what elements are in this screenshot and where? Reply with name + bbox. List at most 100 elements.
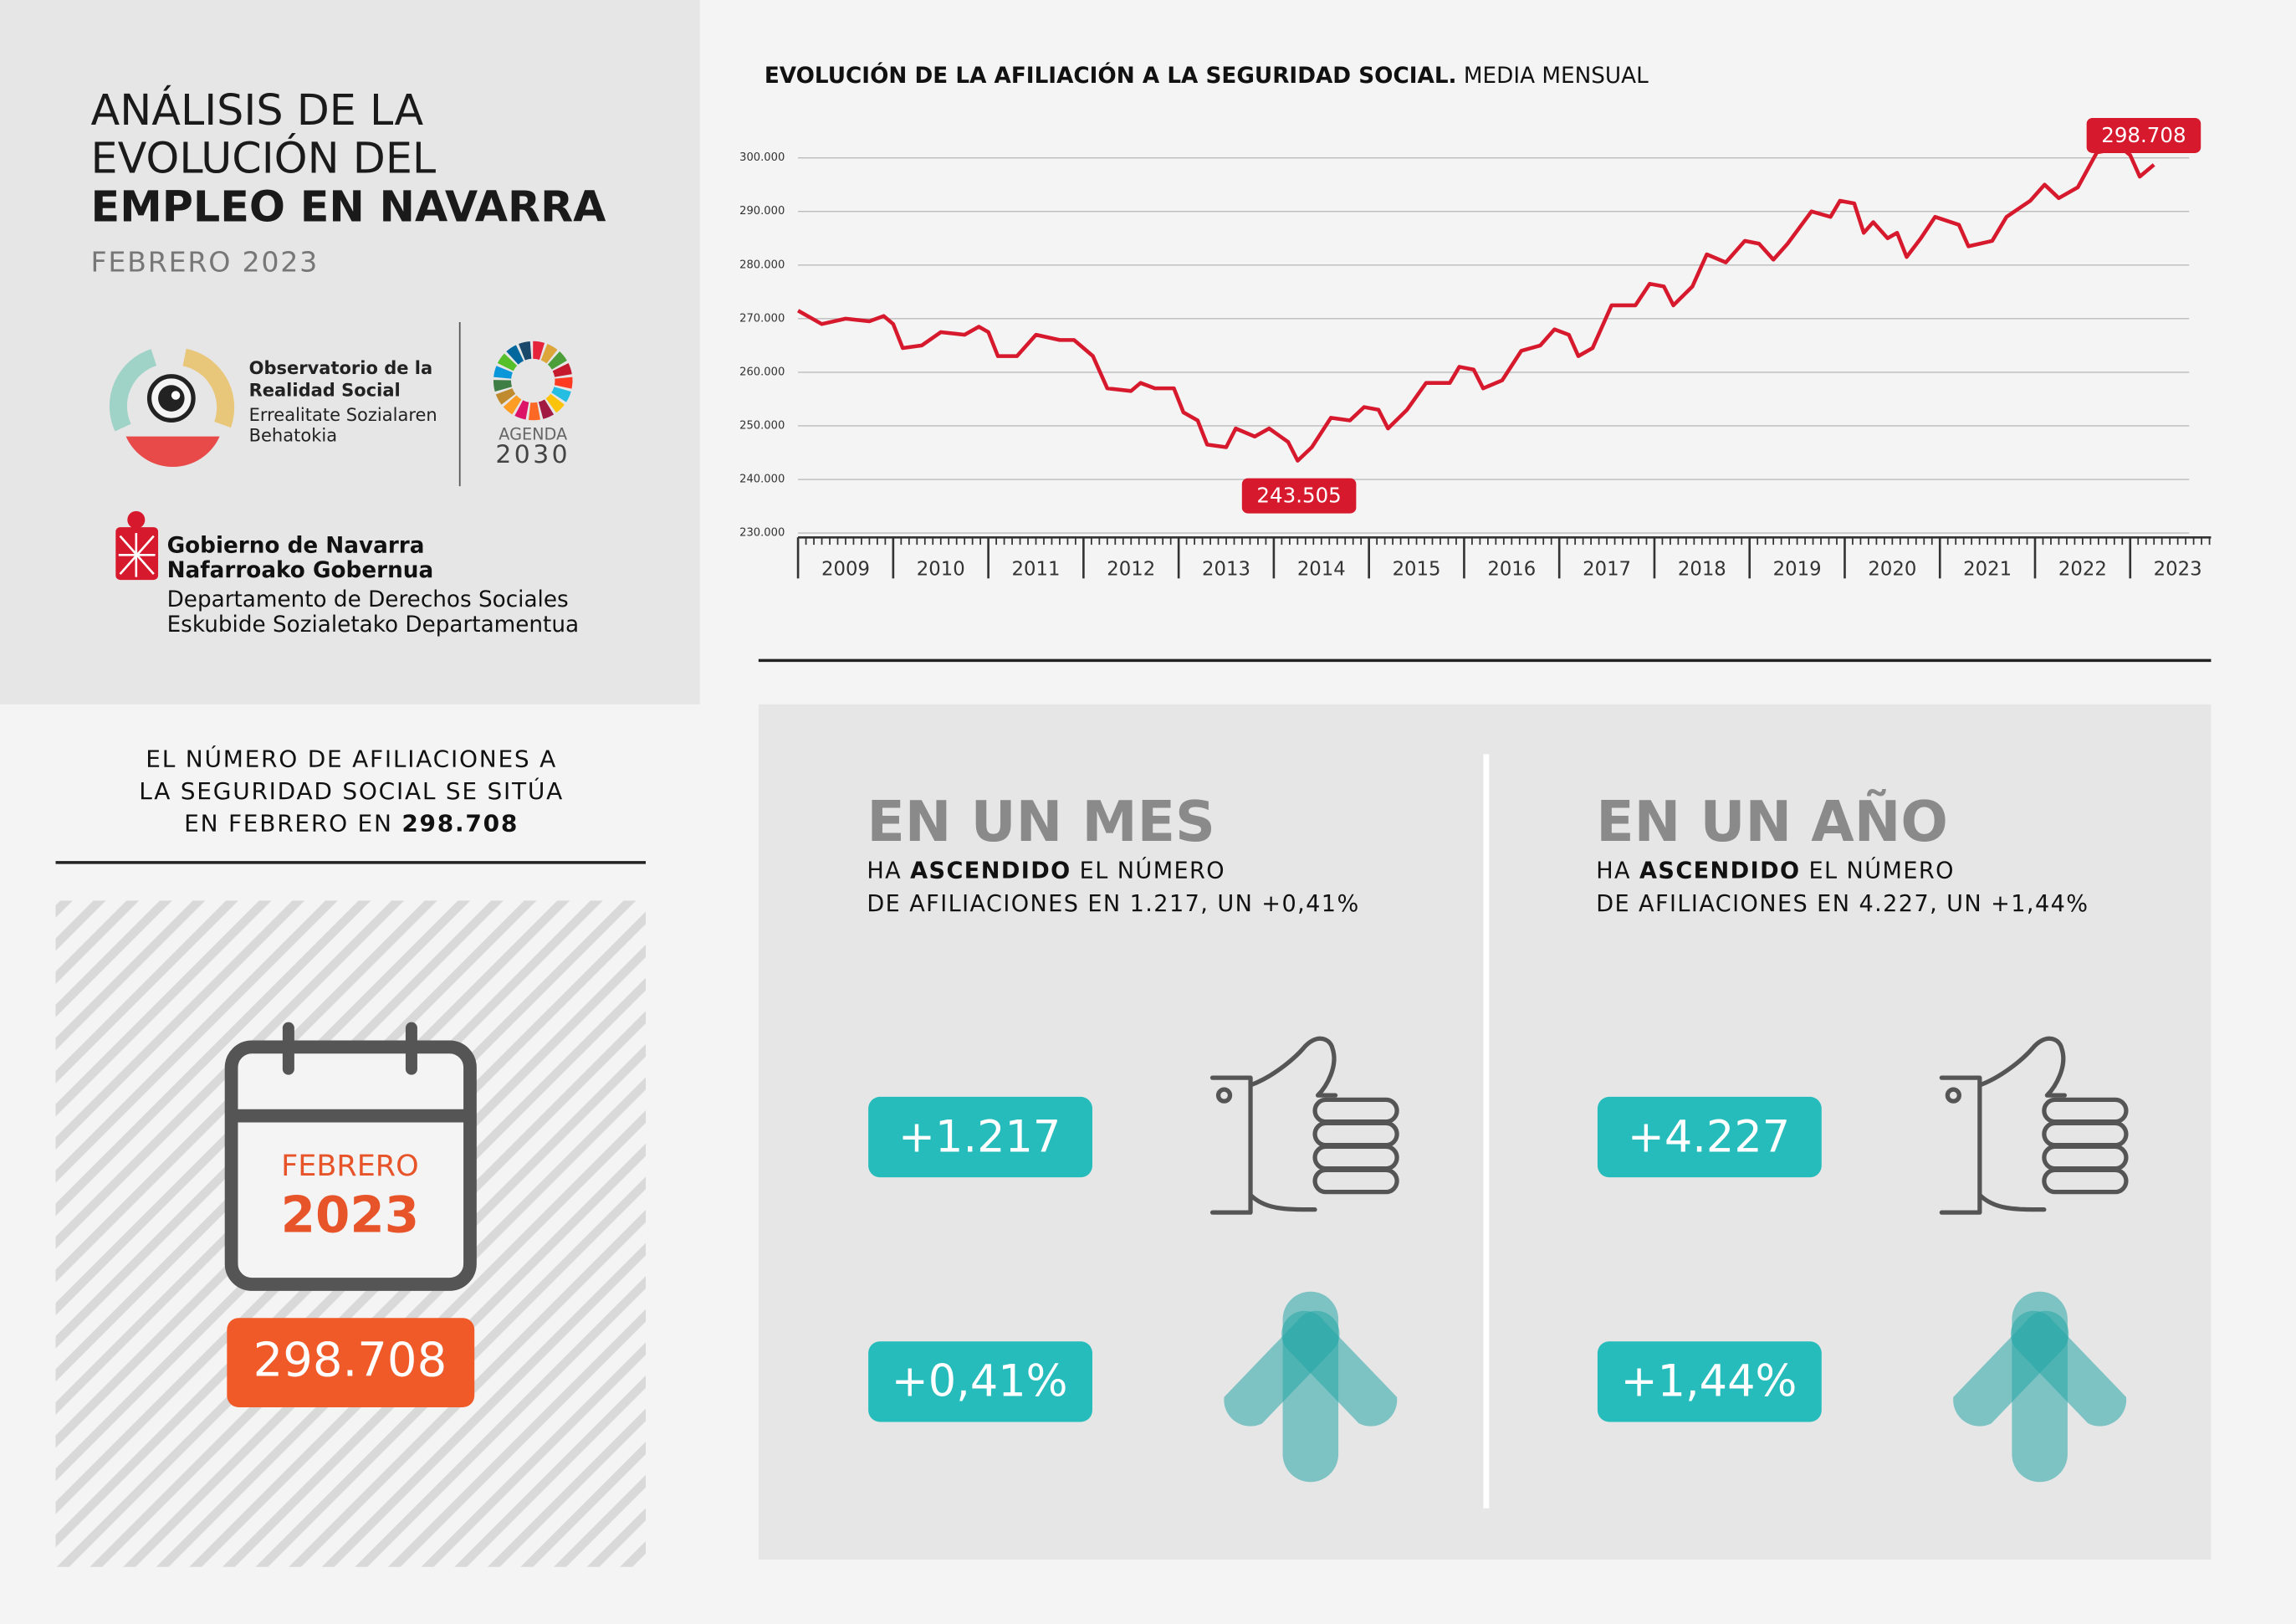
subtitle: FEBRERO 2023 — [91, 246, 320, 279]
series-line — [796, 145, 2155, 463]
x-tick-label: 2010 — [917, 558, 965, 580]
summary-line: LA SEGURIDAD SOCIAL SE SITÚA — [139, 776, 564, 805]
summary-line: EN FEBRERO EN 298.708 — [184, 809, 519, 837]
arrow-head — [1281, 1310, 1398, 1427]
logo-text: Gobierno de Navarra — [167, 533, 425, 558]
logo-text: Realidad Social — [249, 380, 401, 400]
wheel-segment — [540, 343, 558, 364]
wheel-segment — [493, 380, 513, 392]
value-badge-text: 298.708 — [253, 1334, 447, 1388]
annotation-box — [1241, 478, 1357, 514]
panel-line: HA ASCENDIDO EL NÚMERO — [867, 857, 1225, 884]
y-tick-label: 280.000 — [739, 259, 785, 271]
wheel-segment — [495, 388, 516, 405]
title-line: EVOLUCIÓN DEL — [91, 132, 437, 183]
panel-line-part: EL NÚMERO — [1071, 857, 1225, 884]
panel-line-part: HA — [867, 858, 910, 884]
annotation-label: 298.708 — [2101, 123, 2186, 147]
annotation-box — [2086, 117, 2201, 153]
x-tick-label: 2019 — [1773, 558, 1822, 580]
y-tick-label: 270.000 — [739, 312, 785, 325]
calendar-year: 2023 — [281, 1186, 420, 1244]
thumb-finger — [1312, 1167, 1399, 1195]
observatorio-logo — [109, 348, 235, 468]
panels: EN UN MES HA ASCENDIDO EL NÚMERO DE AFILIA… — [867, 789, 2129, 1483]
calendar-icon — [224, 1022, 477, 1291]
stat-badge — [1597, 1096, 1822, 1178]
y-tick-label: 250.000 — [739, 419, 785, 432]
logo-text: Eskubide Sozialetako Departamentua — [167, 612, 579, 638]
wheel-segment — [514, 400, 529, 420]
panel-line-part: EL NÚMERO — [1800, 857, 1954, 884]
stat-badge-text: +4.227 — [1628, 1111, 1790, 1162]
wheel-segment — [552, 363, 572, 377]
title-line: ANÁLISIS DE LA — [91, 85, 424, 135]
summary-highlight: 298.708 — [401, 809, 519, 837]
arrow-head — [2010, 1310, 2127, 1427]
panel-line-bold: ASCENDIDO — [1639, 858, 1800, 884]
x-tick-label: 2009 — [821, 558, 870, 580]
wheel-segment — [538, 399, 555, 419]
logo-text: Behatokia — [249, 426, 337, 446]
x-tick-label: 2011 — [1012, 558, 1061, 580]
chart-subtitle: MEDIA MENSUAL — [1464, 64, 1649, 89]
annotation-label: 243.505 — [1256, 483, 1341, 507]
chart-title: EVOLUCIÓN DE LA AFILIACIÓN A LA SEGURIDA… — [764, 62, 1649, 89]
line-chart: 230.000 240.000 250.000 260.000 270.000 280.0… — [739, 117, 2212, 580]
x-tick-label: 2015 — [1393, 558, 1441, 580]
y-tick-label: 260.000 — [739, 366, 785, 378]
header-panel — [0, 0, 700, 704]
wheel-segment — [545, 393, 565, 413]
x-tick-label: 2022 — [2058, 558, 2107, 580]
y-tick-label: 300.000 — [739, 151, 785, 164]
panel-line: DE AFILIACIONES EN 4.227, UN +1,44% — [1596, 891, 2089, 917]
thumb-icon — [1209, 1036, 1399, 1215]
panel-line: HA ASCENDIDO EL NÚMERO — [1596, 857, 1955, 884]
stat-badge-text: +1,44% — [1621, 1356, 1797, 1407]
thumb-finger — [2042, 1167, 2129, 1195]
value-badge — [227, 1318, 475, 1407]
logo-text: Departamento de Derechos Sociales — [167, 587, 569, 612]
y-tick-label: 240.000 — [739, 474, 785, 486]
x-tick-label: 2012 — [1107, 558, 1155, 580]
y-tick-label: 290.000 — [739, 205, 785, 218]
wheel-segment — [528, 402, 540, 421]
logo-text: AGENDA — [499, 424, 568, 443]
x-tick-label: 2020 — [1868, 558, 1916, 580]
stat-badge-text: +1.217 — [898, 1111, 1061, 1162]
stat-badge-text: +0,41% — [892, 1356, 1068, 1407]
logo-text: 2030 — [495, 440, 570, 469]
panel-line: DE AFILIACIONES EN 1.217, UN +0,41% — [867, 891, 1359, 917]
stat-badge — [868, 1096, 1092, 1178]
title-line: EMPLEO EN NAVARRA — [91, 182, 607, 231]
wheel-segment — [493, 366, 513, 379]
calendar-month: FEBRERO — [281, 1150, 419, 1183]
chart-title-bold: EVOLUCIÓN DE LA AFILIACIÓN A LA SEGURIDA… — [764, 62, 1457, 89]
x-tick-label: 2016 — [1487, 558, 1536, 580]
wheel-segment — [497, 353, 518, 371]
thumb-outline — [1939, 1036, 2068, 1215]
wheel-segment — [506, 345, 524, 365]
thumb-dot — [1215, 1087, 1233, 1104]
wheel-segment — [554, 377, 573, 389]
panel-line-bold: ASCENDIDO — [910, 858, 1071, 884]
x-tick-label: 2023 — [2154, 558, 2202, 580]
wheel-segment — [533, 341, 545, 361]
stat-badge — [1597, 1341, 1822, 1422]
x-tick-label: 2021 — [1963, 558, 2012, 580]
x-tick-label: 2013 — [1202, 558, 1250, 580]
panel-heading: EN UN MES — [867, 789, 1215, 854]
thumb-icon — [1939, 1036, 2129, 1215]
summary-line: EL NÚMERO DE AFILIACIONES A — [146, 744, 557, 772]
logo-text: Nafarroako Gobernua — [167, 558, 434, 583]
arrow-icon — [1953, 1291, 2127, 1483]
x-tick-label: 2014 — [1297, 558, 1346, 580]
summary-text: EN FEBRERO EN — [184, 809, 401, 837]
wheel-segment — [503, 395, 522, 415]
navarra-shield — [115, 510, 159, 581]
arrow-icon — [1224, 1291, 1398, 1483]
x-tick-label: 2018 — [1678, 558, 1726, 580]
